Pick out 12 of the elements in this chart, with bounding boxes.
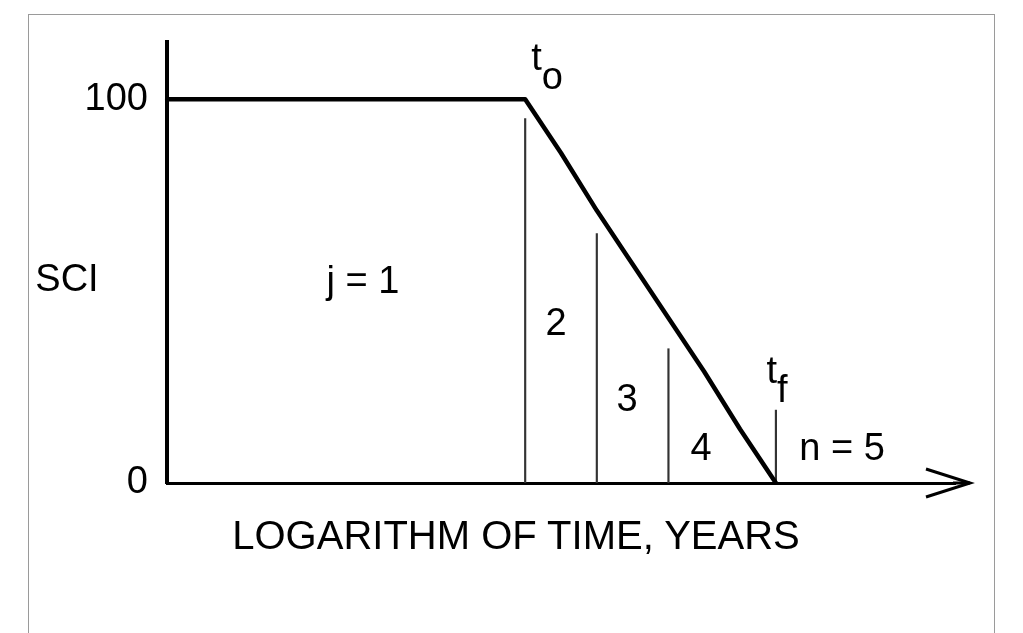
- annotation: n = 5: [799, 426, 885, 468]
- annotation: 2: [545, 301, 567, 343]
- y-tick-label: 0: [126, 459, 148, 502]
- y-axis-title: SCI: [35, 257, 99, 299]
- bar: [595, 233, 598, 483]
- bar: [524, 118, 527, 483]
- annotation: 4: [690, 426, 712, 468]
- bar: [667, 348, 670, 483]
- annotation: 3: [616, 377, 638, 419]
- y-tick-label: 100: [84, 75, 148, 118]
- annotation: j = 1: [326, 259, 400, 301]
- x-axis-title: LOGARITHM OF TIME, YEARS: [232, 513, 800, 557]
